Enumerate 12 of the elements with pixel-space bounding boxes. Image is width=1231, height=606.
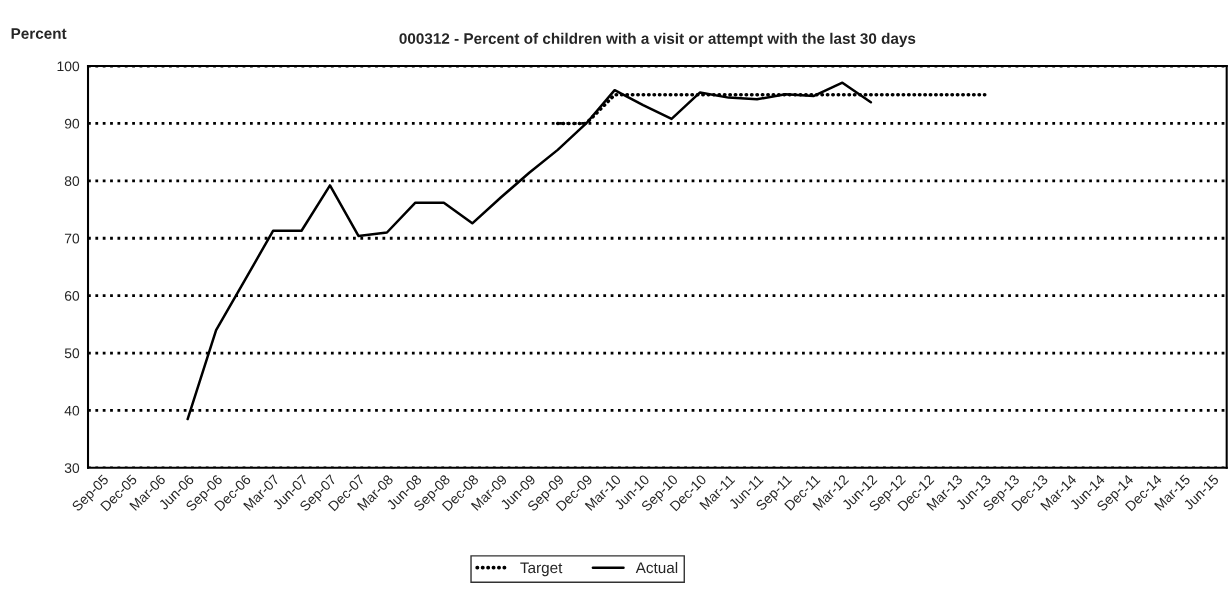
y-axis-title: Percent bbox=[11, 28, 67, 39]
y-tick-label: 60 bbox=[64, 290, 80, 301]
y-tick-label: 40 bbox=[64, 405, 80, 416]
chart-title: 000312 - Percent of children with a visit or attempt with the last 30 days bbox=[399, 32, 916, 47]
legend-label: Target bbox=[520, 562, 563, 577]
y-tick-label: 90 bbox=[64, 118, 80, 129]
y-tick-label: 70 bbox=[64, 233, 80, 244]
y-tick-label: 50 bbox=[64, 348, 80, 359]
y-tick-label: 30 bbox=[64, 463, 80, 473]
y-tick-label: 100 bbox=[57, 61, 80, 72]
legend-label: Actual bbox=[635, 561, 678, 574]
y-tick-label: 80 bbox=[64, 176, 80, 187]
